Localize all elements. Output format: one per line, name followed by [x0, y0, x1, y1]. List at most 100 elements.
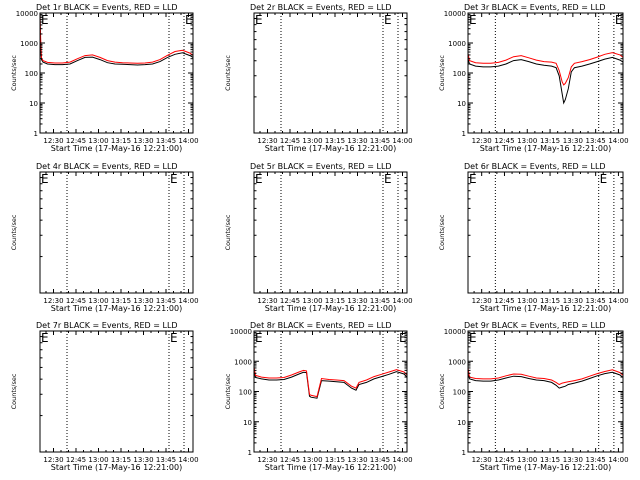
event-marker-label: E — [255, 331, 263, 345]
y-tick-label: 10 — [243, 419, 252, 427]
x-tick-label: 12:30 — [43, 297, 63, 305]
event-marker-label: E — [41, 13, 49, 27]
x-tick-label: 13:15 — [325, 137, 345, 145]
x-tick-label: 13:30 — [347, 456, 367, 464]
x-tick-label: 12:45 — [66, 297, 86, 305]
event-marker-label: E — [615, 13, 623, 27]
event-marker-label: E — [469, 172, 477, 186]
x-tick-label: 13:45 — [586, 137, 606, 145]
x-tick-label: 13:15 — [111, 297, 131, 305]
y-axis-label: Counts/sec — [224, 214, 232, 250]
x-tick-label: 13:15 — [325, 297, 345, 305]
y-tick-label: 1 — [462, 130, 466, 138]
x-tick-label: 12:30 — [472, 456, 492, 464]
x-tick-label: 14:00 — [392, 297, 412, 305]
y-axis-label: Counts/sec — [10, 373, 18, 409]
x-axis-label: Start Time (17-May-16 12:21:00) — [265, 144, 396, 153]
x-tick-label: 12:30 — [257, 297, 277, 305]
lld-series-line — [467, 52, 624, 86]
x-tick-label: 13:15 — [325, 456, 345, 464]
x-tick-label: 13:45 — [156, 137, 176, 145]
x-tick-label: 14:00 — [392, 137, 412, 145]
plot-frame — [253, 330, 408, 453]
x-tick-label: 12:30 — [257, 456, 277, 464]
x-tick-label: 13:30 — [133, 297, 153, 305]
x-tick-label: 13:15 — [540, 137, 560, 145]
y-tick-label: 100 — [25, 70, 38, 78]
x-tick-label: 13:30 — [133, 456, 153, 464]
event-marker-label: E — [185, 13, 193, 27]
panel-title: Det 8r BLACK = Events, RED = LLD — [250, 321, 392, 330]
x-tick-label: 14:00 — [608, 137, 628, 145]
y-tick-label: 1000 — [234, 358, 252, 366]
x-tick-label: 13:45 — [586, 297, 606, 305]
y-axis-label: Counts/sec — [224, 373, 232, 409]
x-tick-label: 13:00 — [517, 137, 537, 145]
x-tick-label: 14:00 — [608, 456, 628, 464]
panel-det-1: Det 1r BLACK = Events, RED = LLD Counts/s… — [10, 3, 199, 153]
plot-frame — [253, 12, 408, 134]
x-tick-label: 13:30 — [563, 297, 583, 305]
event-marker-label: E — [615, 331, 623, 345]
x-tick-label: 12:45 — [66, 456, 86, 464]
y-tick-label: 1000 — [448, 40, 466, 48]
y-axis-label: Counts/sec — [10, 214, 18, 250]
lld-series-line — [39, 14, 194, 64]
events-series-line — [467, 371, 624, 389]
x-tick-label: 13:45 — [370, 137, 390, 145]
panel-title: Det 3r BLACK = Events, RED = LLD — [464, 3, 606, 12]
x-tick-label: 12:30 — [472, 137, 492, 145]
x-tick-label: 13:30 — [133, 137, 153, 145]
events-series-line — [39, 21, 194, 66]
x-tick-label: 14:00 — [178, 137, 198, 145]
plot-frame — [253, 171, 408, 294]
panel-title: Det 6r BLACK = Events, RED = LLD — [464, 162, 606, 171]
x-axis-label: Start Time (17-May-16 12:21:00) — [265, 463, 396, 472]
event-marker-label: E — [384, 172, 392, 186]
event-marker-label: E — [255, 13, 263, 27]
y-tick-label: 10 — [457, 419, 466, 427]
y-tick-label: 10000 — [444, 10, 466, 18]
x-tick-label: 13:30 — [563, 137, 583, 145]
x-tick-label: 14:00 — [178, 456, 198, 464]
y-tick-label: 1000 — [448, 358, 466, 366]
y-tick-label: 100 — [239, 389, 252, 397]
event-marker-label: E — [170, 172, 178, 186]
panel-det-7: Det 7r BLACK = Events, RED = LLD Counts/s… — [10, 321, 199, 472]
y-tick-label: 10 — [457, 100, 466, 108]
panel-det-2: Det 2r BLACK = Events, RED = LLD Counts/s… — [224, 3, 413, 153]
lld-series-line — [253, 366, 408, 398]
x-tick-label: 13:00 — [517, 297, 537, 305]
panel-det-4: Det 4r BLACK = Events, RED = LLD Counts/s… — [10, 162, 199, 313]
y-tick-label: 100 — [453, 389, 466, 397]
x-tick-label: 12:30 — [43, 137, 63, 145]
panel-title: Det 7r BLACK = Events, RED = LLD — [36, 321, 178, 330]
x-tick-label: 14:00 — [608, 297, 628, 305]
panel-det-9: Det 9r BLACK = Events, RED = LLD Counts/s… — [438, 321, 629, 472]
x-tick-label: 13:00 — [302, 456, 322, 464]
x-tick-label: 12:45 — [66, 137, 86, 145]
x-tick-label: 13:00 — [517, 456, 537, 464]
y-tick-label: 10 — [29, 100, 38, 108]
x-tick-label: 12:45 — [494, 137, 514, 145]
panel-title: Det 5r BLACK = Events, RED = LLD — [250, 162, 392, 171]
x-tick-label: 13:15 — [540, 456, 560, 464]
x-tick-label: 13:45 — [586, 456, 606, 464]
x-tick-label: 13:15 — [111, 456, 131, 464]
x-tick-label: 12:30 — [257, 137, 277, 145]
events-series-line — [253, 370, 408, 399]
y-tick-label: 10000 — [16, 10, 38, 18]
x-tick-label: 13:15 — [111, 137, 131, 145]
y-tick-label: 1 — [34, 130, 38, 138]
x-axis-label: Start Time (17-May-16 12:21:00) — [480, 463, 611, 472]
event-marker-label: E — [41, 331, 49, 345]
x-tick-label: 13:00 — [88, 456, 108, 464]
x-tick-label: 13:30 — [563, 456, 583, 464]
lld-series-line — [467, 367, 624, 386]
y-tick-label: 1000 — [20, 40, 38, 48]
y-axis-label: Counts/sec — [438, 55, 446, 91]
panel-det-6: Det 6r BLACK = Events, RED = LLD Counts/s… — [438, 162, 629, 313]
x-tick-label: 14:00 — [178, 297, 198, 305]
x-tick-label: 13:00 — [88, 137, 108, 145]
